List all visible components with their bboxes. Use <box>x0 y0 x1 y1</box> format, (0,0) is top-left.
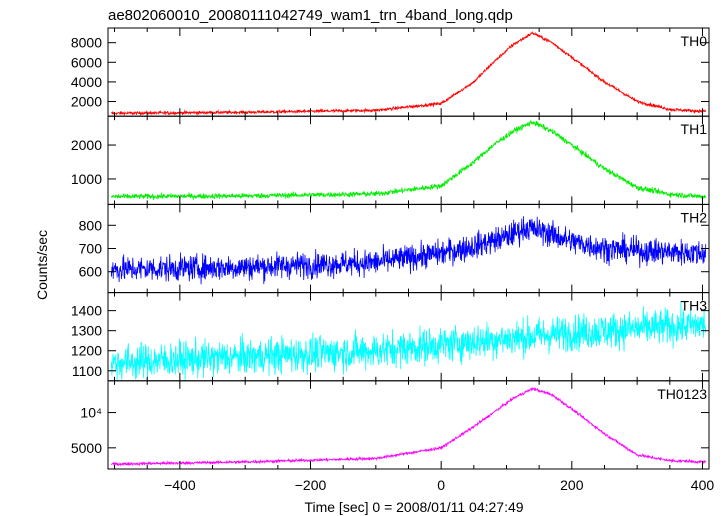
panel-th2: 600 700 800 TH2 <box>79 203 710 294</box>
panel-frame <box>107 380 710 470</box>
plot-title: ae802060010_20080111042749_wam1_trn_4ban… <box>108 7 513 24</box>
x-tick-label: −400 <box>164 477 196 493</box>
x-tick-label: 0 <box>437 477 445 493</box>
y-tick-label: 5000 <box>71 440 102 456</box>
y-tick-label: 700 <box>79 241 103 257</box>
series-line-th3 <box>110 300 707 381</box>
x-tick-label: 200 <box>560 477 584 493</box>
y-tick-label: 4000 <box>71 74 102 90</box>
panel-th3: 1100 1200 1300 1400 TH3 <box>71 292 710 382</box>
y-tick-label: 600 <box>79 264 103 280</box>
y-tick-label: 8000 <box>71 35 102 51</box>
x-axis-label: Time [sec] 0 = 2008/01/11 04:27:49 <box>304 499 523 515</box>
y-tick-label: 10⁴ <box>80 405 102 421</box>
series-line-th0123 <box>110 387 707 467</box>
panel-label: TH3 <box>681 298 708 314</box>
panel-label: TH0123 <box>657 386 707 402</box>
y-tick-label: 1200 <box>71 343 102 359</box>
y-tick-label: 1300 <box>71 323 102 339</box>
panel-th0: 2000 4000 6000 8000 TH0 <box>71 27 710 117</box>
panel-frame <box>107 115 710 205</box>
panel-label: TH2 <box>681 209 708 225</box>
y-tick-label: 2000 <box>71 137 102 153</box>
panel-th1: 1000 2000 TH1 <box>71 115 710 205</box>
y-tick-label: 1100 <box>72 363 102 379</box>
y-axis-label: Counts/sec <box>34 230 50 300</box>
y-tick-label: 2000 <box>71 94 102 110</box>
series-line-th2 <box>110 216 707 285</box>
y-tick-label: 6000 <box>71 54 102 70</box>
x-tick-label: −200 <box>295 477 327 493</box>
y-tick-label: 1000 <box>71 171 102 187</box>
y-tick-label: 1400 <box>71 303 102 319</box>
panel-label: TH0 <box>681 33 708 49</box>
y-tick-label: 800 <box>79 217 103 233</box>
series-line-th0 <box>111 31 707 116</box>
panel-th0123: 5000 10⁴ TH0123 <box>71 380 710 470</box>
panel-frame <box>107 27 710 117</box>
series-line-th1 <box>110 120 707 200</box>
panel-label: TH1 <box>681 121 708 137</box>
x-tick-label: 400 <box>691 477 715 493</box>
